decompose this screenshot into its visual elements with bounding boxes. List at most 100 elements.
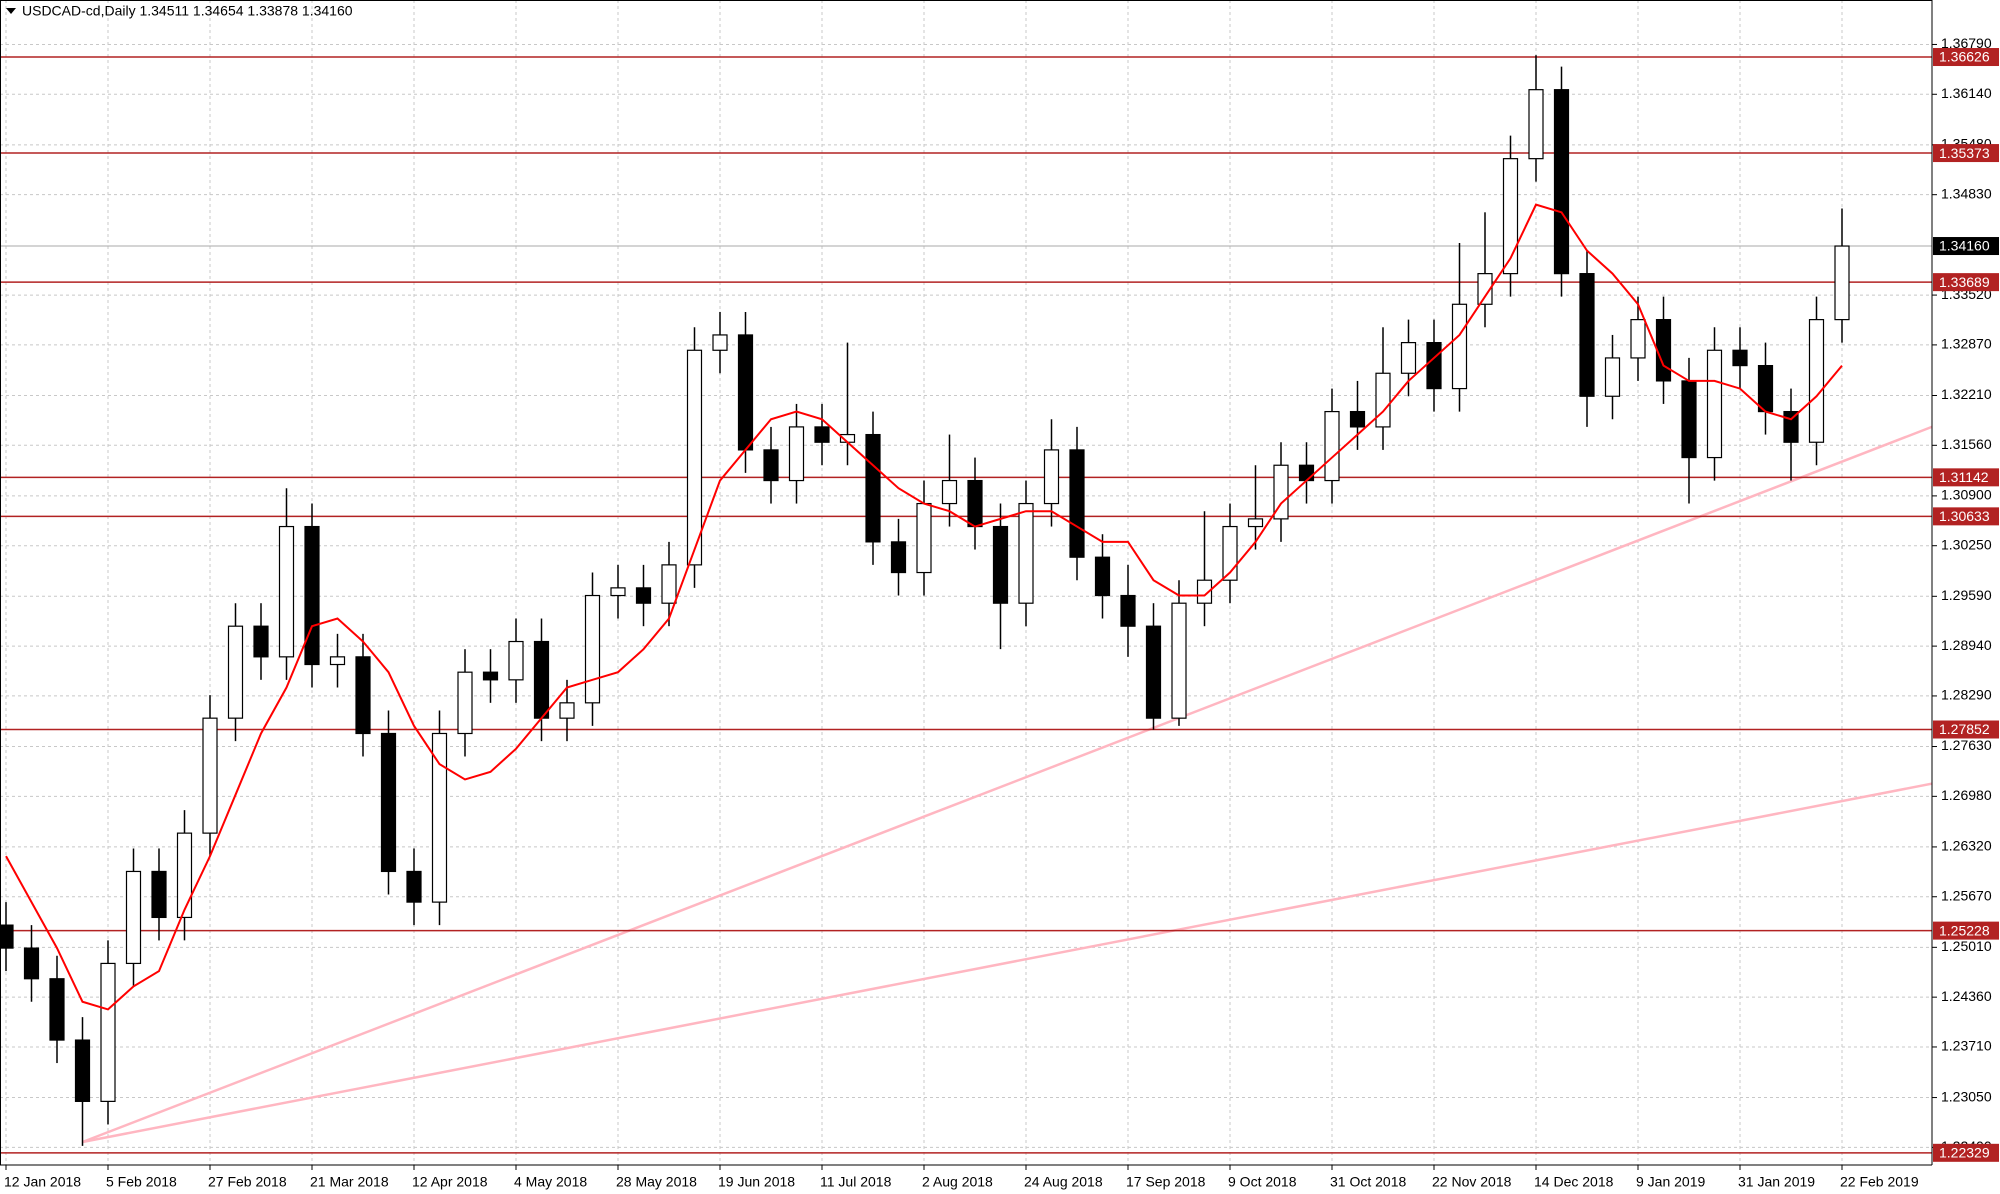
x-tick-label: 12 Jan 2018 (4, 1174, 81, 1190)
y-tick-label: 1.23710 (1941, 1038, 1992, 1054)
moving-average (5, 203, 1843, 1011)
candle-body (176, 832, 193, 919)
candle-body (763, 449, 779, 482)
candle-body (584, 594, 601, 704)
candle-body (1043, 449, 1060, 505)
level-label-box (1933, 48, 1999, 67)
y-tick-label: 1.24360 (1941, 988, 1992, 1004)
x-tick-label: 21 Mar 2018 (310, 1174, 389, 1190)
candle-body (712, 334, 728, 351)
y-tick-label: 1.36140 (1941, 85, 1992, 101)
y-tick-label: 1.27630 (1941, 737, 1992, 753)
x-tick-label: 31 Jan 2019 (1738, 1174, 1815, 1190)
y-tick-label: 1.32870 (1941, 336, 1992, 352)
candle-body (661, 564, 677, 604)
x-tick-label: 31 Oct 2018 (1330, 1174, 1406, 1190)
chart-title: USDCAD-cd,Daily 1.34511 1.34654 1.33878 … (22, 3, 353, 19)
last-price-label: 1.34160 (1939, 238, 1990, 254)
candle-body (1171, 602, 1187, 719)
level-label: 1.33689 (1939, 274, 1990, 290)
level-label: 1.27852 (1939, 721, 1990, 737)
menu-triangle[interactable] (6, 8, 16, 14)
candle-body (329, 656, 346, 666)
candle-body (1324, 410, 1340, 482)
candle-body (355, 656, 371, 735)
level-label-box (1933, 507, 1999, 526)
candle-body (1834, 245, 1850, 321)
candle-body (253, 625, 269, 658)
candle-body (151, 870, 167, 919)
candle-body (1808, 319, 1825, 443)
candle-body (1349, 410, 1366, 428)
x-tick-label: 28 May 2018 (616, 1174, 697, 1190)
candle-body (865, 433, 881, 543)
level-label-box (1933, 144, 1999, 163)
candle-body (1706, 349, 1723, 459)
candle-body (814, 426, 830, 443)
candle-body (508, 640, 524, 681)
level-label-box (1933, 921, 1999, 940)
candle-body (1018, 502, 1034, 604)
candle-body (967, 479, 983, 528)
y-tick-label: 1.26980 (1941, 787, 1992, 803)
candle-body (1273, 464, 1289, 520)
x-tick-label: 9 Oct 2018 (1228, 1174, 1297, 1190)
y-tick-label: 1.36790 (1941, 35, 1992, 51)
level-label: 1.25228 (1939, 922, 1990, 938)
x-tick-label: 22 Feb 2019 (1840, 1174, 1919, 1190)
trendline (82, 425, 1932, 1144)
candle-body (202, 717, 218, 834)
candle-body (1732, 349, 1748, 367)
candle-body (431, 732, 448, 903)
candle-body (890, 541, 907, 574)
level-label: 1.30633 (1939, 508, 1990, 524)
y-tick-label: 1.31560 (1941, 436, 1992, 452)
candle-body (1604, 357, 1621, 397)
level-label-box (1933, 468, 1999, 487)
candle-body (533, 640, 550, 719)
last-price-box (1933, 237, 1999, 256)
candle-body (1298, 464, 1315, 482)
candle-body (227, 625, 244, 719)
candle-body (1579, 273, 1595, 397)
x-tick-label: 27 Feb 2018 (208, 1174, 287, 1190)
candle-body (0, 924, 14, 949)
x-tick-label: 24 Aug 2018 (1024, 1174, 1103, 1190)
candle-body (737, 334, 754, 451)
candle-body (686, 349, 703, 566)
candle-body (1426, 342, 1442, 390)
candle-body (1630, 319, 1646, 359)
x-tick-label: 4 May 2018 (514, 1174, 587, 1190)
plot-area (0, 55, 1932, 1154)
candle-body (1553, 89, 1570, 275)
candle-body (406, 870, 422, 903)
x-tick-label: 2 Aug 2018 (922, 1174, 993, 1190)
x-tick-label: 14 Dec 2018 (1534, 1174, 1614, 1190)
candle-body (635, 587, 652, 604)
candle-body (1375, 372, 1391, 428)
x-tick-label: 17 Sep 2018 (1126, 1174, 1206, 1190)
candle-body (1528, 89, 1544, 160)
candle-body (559, 702, 575, 719)
x-tick-label: 9 Jan 2019 (1636, 1174, 1705, 1190)
candle-body (1451, 303, 1468, 390)
candle-body (1400, 342, 1417, 374)
y-tick-label: 1.28290 (1941, 687, 1992, 703)
candle-body (1196, 579, 1213, 604)
level-label-box (1933, 1143, 1999, 1162)
y-tick-label: 1.29590 (1941, 587, 1992, 603)
candle-body (1094, 556, 1111, 597)
candle-body (610, 587, 626, 597)
level-label: 1.35373 (1939, 145, 1990, 161)
candle-body (1502, 158, 1519, 275)
y-tick-label: 1.26320 (1941, 838, 1992, 854)
level-label: 1.22329 (1939, 1145, 1990, 1161)
candle-body (482, 671, 499, 681)
candle-body (23, 947, 40, 980)
candle-body (916, 502, 932, 574)
y-tick-label: 1.25670 (1941, 887, 1992, 903)
x-tick-label: 12 Apr 2018 (412, 1174, 488, 1190)
x-tick-label: 11 Jul 2018 (820, 1174, 892, 1190)
